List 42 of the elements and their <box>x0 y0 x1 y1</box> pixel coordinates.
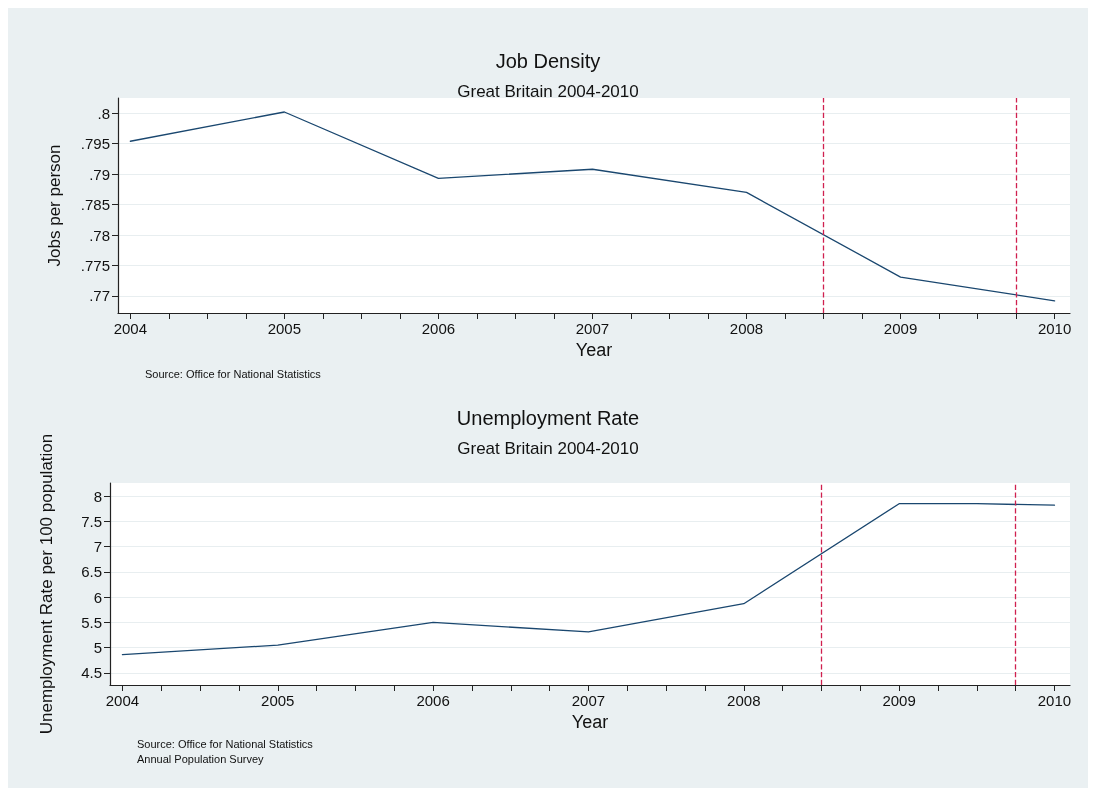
y-tick-label: 8 <box>93 487 102 505</box>
x-axis-title: Year <box>575 339 613 360</box>
y-tick-label: .77 <box>89 287 110 305</box>
x-tick-label: 2008 <box>727 692 761 709</box>
x-tick-label: 2005 <box>267 320 302 337</box>
x-tick-label: 2004 <box>105 692 140 709</box>
x-tick-label: 2007 <box>571 692 606 709</box>
y-tick-label: .775 <box>80 256 110 274</box>
y-tick-label: 5 <box>93 639 102 657</box>
x-tick-label: 2005 <box>261 692 295 709</box>
source-note: Source: Office for National Statistics <box>137 737 314 750</box>
x-axis-title: Year <box>571 711 609 732</box>
chart-title: Unemployment Rate <box>456 407 640 429</box>
x-tick-label: 2009 <box>883 320 918 337</box>
y-axis-title: Jobs per person <box>45 144 64 267</box>
chart-title: Job Density <box>495 50 601 72</box>
chart-subtitle: Great Britain 2004-2010 <box>457 82 639 101</box>
x-tick-label: 2006 <box>421 320 456 337</box>
source-note: Source: Office for National Statistics <box>145 367 322 380</box>
y-tick-label: 6.5 <box>81 563 102 581</box>
x-tick-label: 2010 <box>1037 320 1072 337</box>
y-tick-label: 6 <box>93 588 102 606</box>
y-tick-label: .8 <box>97 104 110 122</box>
y-tick-label: .785 <box>80 196 110 214</box>
line-series <box>121 503 1056 656</box>
y-tick-label: 7 <box>93 538 102 556</box>
x-tick-label: 2007 <box>575 320 610 337</box>
chart-subtitle: Great Britain 2004-2010 <box>457 439 639 458</box>
y-axis-title: Unemployment Rate per 100 population <box>37 433 56 735</box>
y-tick-label: 4.5 <box>81 664 102 682</box>
x-tick-label: 2009 <box>882 692 916 709</box>
x-tick-label: 2006 <box>416 692 450 709</box>
x-tick-label: 2010 <box>1037 692 1072 709</box>
text: Annual Population Survey <box>137 752 265 765</box>
x-tick-label: 2008 <box>729 320 764 337</box>
x-tick-label: 2004 <box>113 320 148 337</box>
y-tick-label: 5.5 <box>81 613 102 631</box>
y-tick-label: .79 <box>89 165 110 183</box>
y-tick-label: .78 <box>89 226 110 244</box>
line-series <box>129 111 1056 302</box>
y-tick-label: .795 <box>80 135 110 153</box>
y-tick-label: 7.5 <box>81 512 102 530</box>
